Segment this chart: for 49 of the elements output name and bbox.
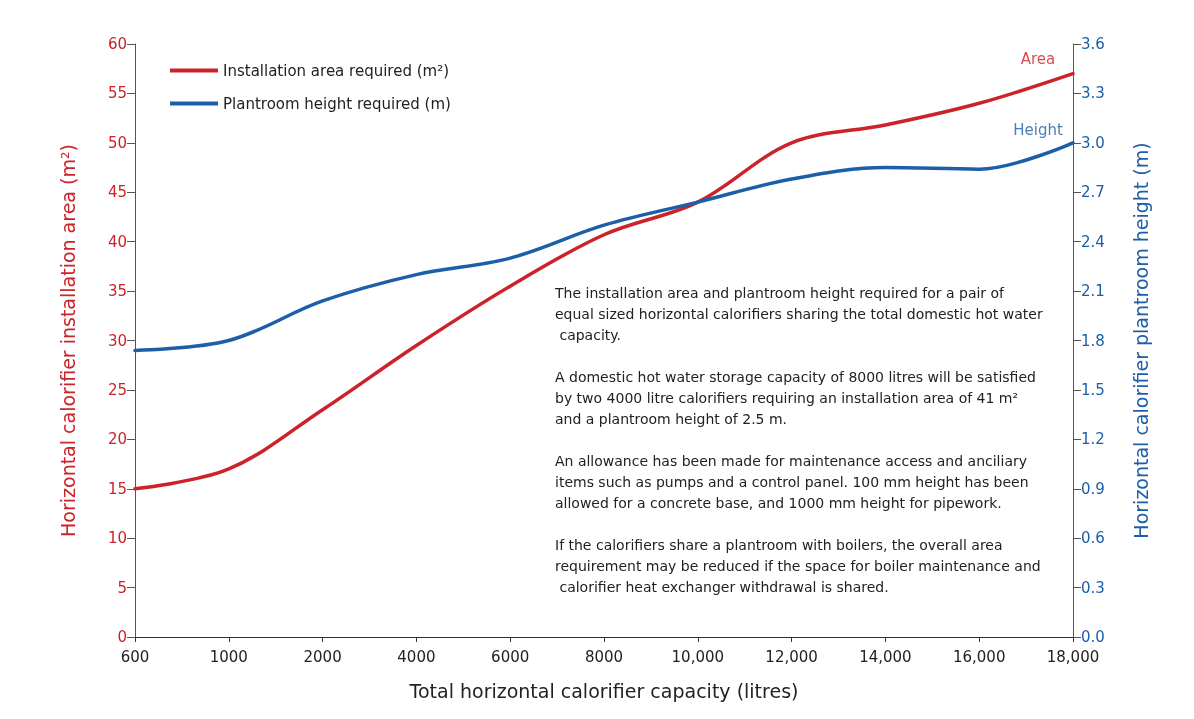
y2-axis-title: Horizontal calorifier plantroom height (m) bbox=[1129, 142, 1152, 539]
y2-tick-label: 3.3 bbox=[1081, 84, 1105, 103]
y2-tick-label: 2.4 bbox=[1081, 232, 1105, 251]
y2-tick-label: 0.6 bbox=[1081, 529, 1105, 548]
x-tick-label: 1000 bbox=[209, 647, 248, 666]
annotation: A domestic hot water storage capacity of 8000 litres will be satisfied by two 4000 litre calorifiers requiring an installation area of 41 m² and a plantroom height of 2.5 m. bbox=[555, 368, 1041, 427]
y-tick-label: 20 bbox=[107, 430, 127, 449]
x-tick-label: 18,000 bbox=[1046, 647, 1100, 666]
x-tick-label: 4000 bbox=[397, 647, 436, 666]
x-tick-label: 14,000 bbox=[859, 647, 912, 666]
y-tick-label: 5 bbox=[117, 578, 127, 597]
y-tick-label: 40 bbox=[107, 232, 127, 251]
x-tick-label: 2000 bbox=[303, 647, 342, 666]
y-tick-label: 60 bbox=[107, 35, 127, 53]
x-tick-label: 8000 bbox=[584, 647, 624, 666]
annotation: The installation area and plantroom height required for a pair of equal sized horizontal calorifiers sharing the total domestic hot water capacity. bbox=[554, 284, 1043, 343]
x-tick-label: 600 bbox=[120, 647, 150, 666]
y2-tick-label: 2.1 bbox=[1081, 282, 1105, 301]
annotation: An allowance has been made for maintenance access and anciliary items such as pumps and a control panel. 100 mm height has been allowed for a concrete base, and 1000 mm height for pipework. bbox=[555, 452, 1034, 511]
y2-tick-label: 0.0 bbox=[1081, 628, 1105, 646]
y2-tick-label: 0.9 bbox=[1081, 479, 1105, 498]
y-tick-label: 30 bbox=[107, 331, 127, 350]
y2-tick-label: 3.0 bbox=[1081, 133, 1105, 152]
y2-tick-label: 3.6 bbox=[1081, 35, 1105, 53]
y-tick-label: 45 bbox=[107, 183, 127, 202]
x-tick-label: 6000 bbox=[491, 647, 530, 666]
x-axis-title: Total horizontal calorifier capacity (litres) bbox=[408, 679, 799, 702]
y2-tick-label: 1.8 bbox=[1081, 331, 1105, 350]
annotation: Area bbox=[1020, 50, 1056, 69]
legend-label: Plantroom height required (m) bbox=[223, 94, 451, 113]
y2-tick-label: 1.2 bbox=[1081, 430, 1105, 449]
line-series bbox=[133, 141, 1075, 353]
x-tick-label: 16,000 bbox=[952, 647, 1006, 666]
y-tick-label: 25 bbox=[107, 380, 127, 399]
legend-label: Installation area required (m²) bbox=[223, 61, 450, 80]
x-tick-label: 10,000 bbox=[671, 647, 725, 666]
x-tick-label: 12,000 bbox=[765, 647, 818, 666]
y-tick-label: 10 bbox=[107, 529, 127, 548]
y2-tick-label: 1.5 bbox=[1081, 380, 1105, 399]
annotation: Height bbox=[1013, 121, 1063, 140]
annotation: If the calorifiers share a plantroom with boilers, the overall area requirement may be reduced if the space for boiler maintenance and calorifier heat exchanger withdrawal is shared. bbox=[555, 536, 1041, 595]
y-tick-label: 55 bbox=[107, 84, 127, 103]
y-axis-title: Horizontal calorifier installation area (m²) bbox=[56, 144, 79, 537]
y2-tick-label: 0.3 bbox=[1081, 578, 1105, 597]
y-tick-label: 50 bbox=[107, 133, 127, 152]
y-tick-label: 0 bbox=[117, 628, 127, 646]
y-tick-label: 35 bbox=[107, 282, 127, 301]
y2-tick-label: 2.7 bbox=[1081, 183, 1105, 202]
y-tick-label: 15 bbox=[107, 479, 127, 498]
